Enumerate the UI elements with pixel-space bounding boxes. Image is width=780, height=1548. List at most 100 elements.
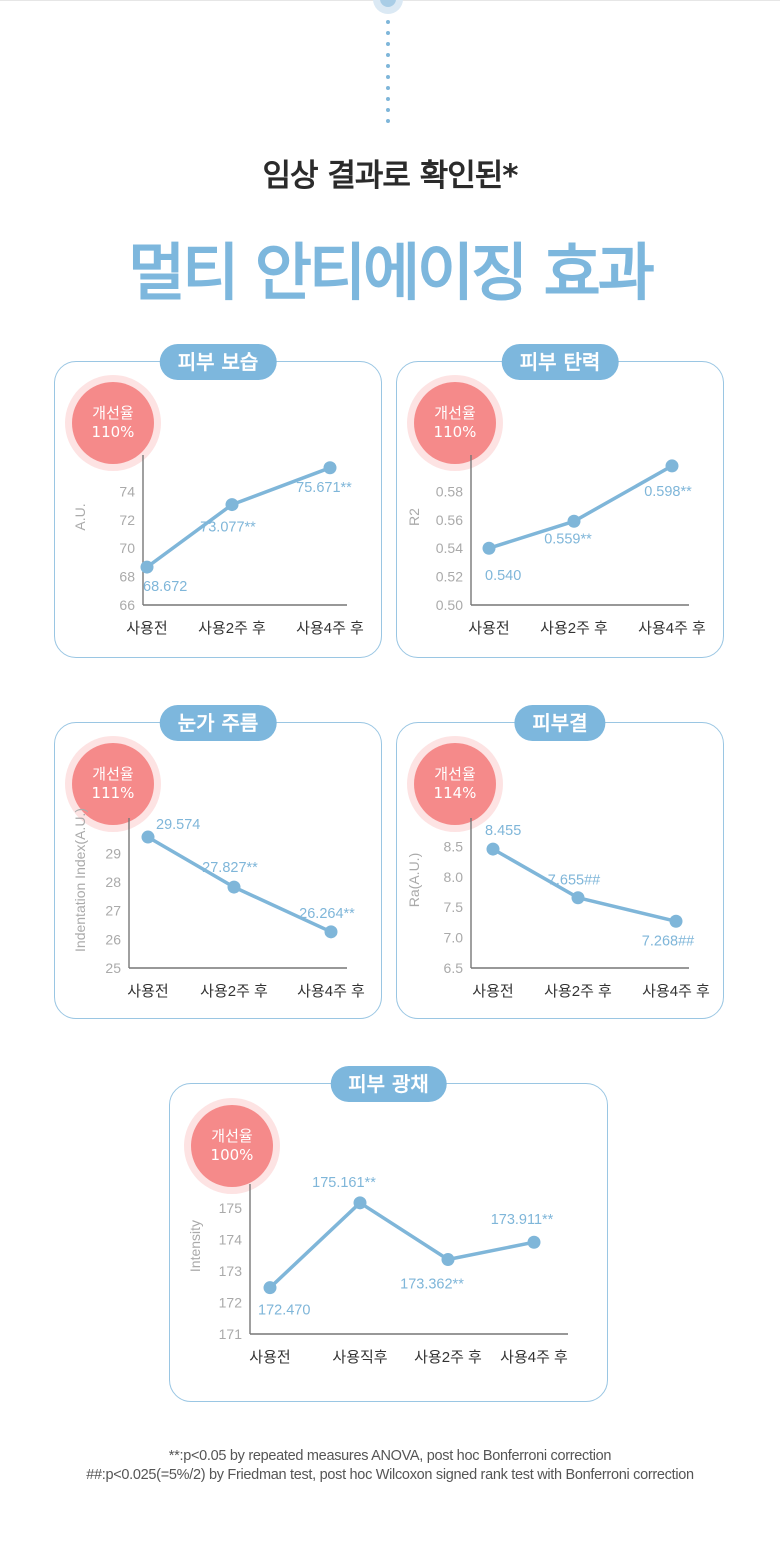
y-tick-label: 66 (119, 597, 135, 613)
x-tick-label: 사용4주 후 (296, 620, 364, 637)
badge-value: 100% (210, 1146, 254, 1164)
x-tick-label: 사용4주 후 (297, 983, 365, 1000)
x-tick-label: 사용4주 후 (500, 1349, 568, 1366)
y-tick-label: 0.56 (436, 512, 463, 528)
x-tick-label: 사용전 (472, 983, 513, 1000)
improvement-badge: 개선율 110% (407, 375, 503, 471)
data-point (141, 830, 155, 844)
chart-title-pill: 피부 탄력 (501, 344, 619, 380)
chart-title-pill: 피부 보습 (159, 344, 277, 380)
data-value-label: 175.161** (312, 1175, 376, 1191)
y-axis-label: R2 (406, 508, 422, 526)
data-point (441, 1253, 455, 1267)
data-value-label: 8.455 (485, 823, 521, 839)
footnote-anova: **:p<0.05 by repeated measures ANOVA, po… (168, 1448, 612, 1464)
line-chart: 0.50 0.52 0.54 0.56 0.58 R2 0.540 0.559** 0.598*… (406, 455, 706, 637)
y-axis-label: Ra(A.U.) (406, 853, 422, 907)
improvement-badge: 개선율 114% (407, 736, 503, 832)
data-point (225, 498, 239, 512)
chart-card-texture: 피부결 개선율 114% 6.5 7.0 7.5 8.0 8.5 Ra(A.U.) 8.455… (396, 705, 724, 1019)
page-title: 멀티 안티에이징 효과 (128, 236, 655, 309)
y-tick-label: 0.50 (436, 597, 463, 613)
y-tick-label: 28 (105, 874, 121, 890)
x-tick-label: 사용2주 후 (198, 620, 266, 637)
x-tick-label: 사용4주 후 (638, 620, 706, 637)
y-tick-label: 7.0 (444, 930, 464, 946)
y-tick-label: 173 (219, 1263, 243, 1279)
badge-label: 개선율 (211, 1127, 253, 1145)
x-tick-label: 사용전 (468, 620, 509, 637)
data-value-label: 172.470 (258, 1303, 310, 1319)
x-tick-label: 사용4주 후 (642, 983, 710, 1000)
y-tick-label: 74 (119, 483, 135, 499)
x-tick-label: 사용전 (127, 983, 168, 1000)
y-axis-label: A.U. (72, 503, 88, 530)
data-point (482, 541, 496, 555)
line-chart: 171 172 173 174 175 Intensity 172.470 175.161**… (187, 1175, 568, 1366)
x-tick-label: 사용2주 후 (544, 983, 612, 1000)
y-tick-label: 0.52 (436, 569, 463, 585)
data-value-label: 0.540 (485, 568, 521, 584)
improvement-badge: 개선율 111% (65, 736, 161, 832)
data-value-label: 29.574 (156, 817, 200, 833)
x-tick-label: 사용2주 후 (540, 620, 608, 637)
data-point (567, 514, 581, 528)
data-point (353, 1196, 367, 1210)
data-value-label: 27.827** (202, 860, 258, 876)
y-tick-label: 0.58 (436, 483, 463, 499)
data-point (665, 459, 679, 473)
chart-card-elasticity: 피부 탄력 개선율 110% 0.50 0.52 0.54 0.56 0.58 R2 0.54… (396, 344, 724, 658)
y-axis-label: Indentation Index(A.U.) (72, 808, 88, 952)
chart-title-pill: 피부결 (514, 705, 606, 741)
improvement-badge: 개선율 110% (65, 375, 161, 471)
y-tick-label: 174 (219, 1231, 243, 1247)
timeline-knob-icon (373, 0, 403, 14)
badge-label: 개선율 (434, 765, 476, 783)
y-tick-label: 171 (219, 1326, 243, 1342)
data-value-label: 26.264** (299, 906, 355, 922)
series-line (268, 1201, 535, 1289)
data-point (486, 842, 500, 856)
y-tick-label: 70 (119, 540, 135, 556)
y-tick-label: 29 (105, 845, 121, 861)
x-tick-label: 사용2주 후 (200, 983, 268, 1000)
y-tick-label: 27 (105, 903, 121, 919)
x-tick-label: 사용전 (126, 620, 167, 637)
y-tick-label: 6.5 (444, 960, 464, 976)
y-tick-label: 8.0 (444, 869, 464, 885)
badge-value: 111% (91, 784, 135, 802)
y-tick-label: 72 (119, 512, 135, 528)
line-chart: 6.5 7.0 7.5 8.0 8.5 Ra(A.U.) 8.455 7.655## 7.268… (406, 818, 710, 1000)
data-point (571, 891, 585, 905)
y-tick-label: 68 (119, 569, 135, 585)
chart-title-pill: 눈가 주름 (159, 705, 277, 741)
chart-card-radiance: 피부 광채 개선율 100% 171 172 173 174 175 Intensity 17… (169, 1066, 608, 1402)
y-tick-label: 172 (219, 1294, 243, 1310)
line-chart: 66 68 70 72 74 A.U. 68.672 73.077** 75.671** 사용전 사… (72, 455, 364, 637)
data-point (263, 1281, 277, 1295)
data-value-label: 173.911** (491, 1212, 554, 1228)
badge-label: 개선율 (92, 404, 134, 422)
badge-value: 114% (433, 784, 477, 802)
data-value-label: 0.559** (544, 531, 592, 547)
data-value-label: 73.077** (200, 520, 256, 536)
chart-card-moisture: 피부 보습 개선율 110% 66 68 70 72 74 A.U. 68.672 73.077… (54, 344, 382, 658)
improvement-badge: 개선율 100% (184, 1098, 280, 1194)
y-tick-label: 25 (105, 960, 121, 976)
data-point (669, 914, 683, 928)
y-tick-label: 0.54 (436, 540, 463, 556)
data-point (324, 925, 338, 939)
x-tick-label: 사용직후 (332, 1349, 387, 1366)
data-value-label: 7.268## (642, 933, 694, 949)
line-chart: 25 26 27 28 29 Indentation Index(A.U.) 29.574 2… (72, 808, 365, 1000)
x-tick-label: 사용전 (249, 1349, 290, 1366)
data-point (140, 560, 154, 574)
data-value-label: 68.672 (143, 579, 187, 595)
chart-card-wrinkle: 눈가 주름 개선율 111% 25 26 27 28 29 Indentation Inde… (54, 705, 382, 1019)
badge-value: 110% (433, 423, 477, 441)
data-value-label: 0.598** (644, 484, 692, 500)
data-value-label: 75.671** (296, 480, 352, 496)
y-axis-label: Intensity (187, 1220, 203, 1272)
data-point (323, 461, 337, 475)
footnotes: **:p<0.05 by repeated measures ANOVA, po… (0, 1447, 780, 1485)
